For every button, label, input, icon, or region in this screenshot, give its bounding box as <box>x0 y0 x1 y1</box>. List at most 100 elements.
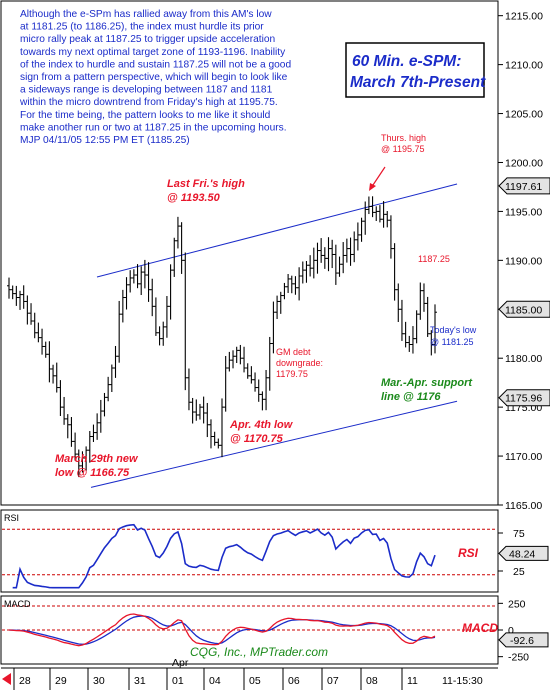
x-day-label: 28 <box>19 675 31 687</box>
price-tick-label: 1180.00 <box>505 353 542 365</box>
price-bar <box>297 267 302 301</box>
price-bar <box>304 261 309 283</box>
price-bar <box>146 262 151 302</box>
channel-lower-line <box>90 400 458 488</box>
price-callout-label: 1197.61 <box>505 181 542 193</box>
price-bar <box>348 237 353 266</box>
price-bar <box>220 398 224 458</box>
price-bar <box>319 238 324 263</box>
price-bar <box>410 326 415 354</box>
price-bar <box>14 285 19 306</box>
x-day-label: 11 <box>407 675 418 687</box>
price-tick-label: 1170.00 <box>505 451 542 463</box>
price-bar <box>142 259 147 289</box>
macd-tick-label: 250 <box>508 598 526 610</box>
price-bar <box>355 222 360 251</box>
price-bar <box>54 362 59 393</box>
price-callout <box>498 177 550 195</box>
price-bar <box>131 269 136 284</box>
price-callout-label: 1175.96 <box>505 393 542 405</box>
price-bar <box>175 216 180 249</box>
scroll-left-icon[interactable] <box>2 673 11 685</box>
price-bar <box>300 261 305 284</box>
macd-signal-line <box>8 615 436 645</box>
price-bar <box>32 312 37 339</box>
x-day-label: 30 <box>93 675 105 687</box>
price-callout-label: 1185.00 <box>505 304 542 316</box>
price-bar <box>238 344 243 365</box>
x-end-label: 11-15:30 <box>442 675 483 687</box>
price-bar <box>388 215 393 259</box>
annotations: Last Fri.'s high @ 1193.50 Thurs. high @ 1… <box>55 133 477 479</box>
rsi-last-callout <box>498 545 549 561</box>
x-day-label: 07 <box>327 675 339 687</box>
channel-upper-line <box>96 183 458 278</box>
price-bar <box>153 297 158 336</box>
x-day-label: 29 <box>55 675 67 687</box>
price-bar <box>87 430 92 463</box>
title-line-2: March 7th-Present <box>350 74 486 91</box>
x-day-label: 05 <box>249 675 261 687</box>
rsi-name-label: RSI <box>458 546 479 560</box>
price-bar <box>363 201 368 235</box>
price-bar <box>359 217 364 242</box>
x-day-label: 08 <box>366 675 378 687</box>
price-bar <box>25 295 30 325</box>
price-bar <box>256 379 261 402</box>
price-bar <box>47 341 52 383</box>
x-day-label: 31 <box>134 675 146 687</box>
price-bar <box>150 278 155 317</box>
price-bar <box>183 252 188 391</box>
x-day-label: 06 <box>288 675 300 687</box>
price-bar <box>396 283 401 322</box>
price-bar <box>216 438 221 449</box>
macd-tick-label: 0 <box>508 625 514 637</box>
price-bar <box>275 295 280 320</box>
watermark: CQG, Inc., MPTrader.com <box>190 645 328 659</box>
rsi-line <box>12 523 436 589</box>
price-bar <box>91 424 96 442</box>
price-bar <box>98 399 103 433</box>
x-month-label: Apr <box>172 657 189 669</box>
arrow-thurs-high-head <box>369 183 376 191</box>
price-callout <box>498 300 550 318</box>
price-bar <box>308 255 313 277</box>
trend-channel <box>90 183 458 488</box>
price-bar <box>433 304 437 354</box>
price-bar <box>197 403 202 420</box>
price-bar <box>267 336 272 391</box>
price-bar <box>76 449 81 478</box>
price-bar <box>289 275 294 294</box>
price-bar <box>190 397 195 424</box>
price-bar <box>414 310 419 344</box>
price-bar <box>58 380 63 416</box>
x-day-label: 04 <box>209 675 221 687</box>
price-bar <box>282 282 287 300</box>
rsi-tick-label: 25 <box>513 566 525 578</box>
price-bar <box>399 299 404 341</box>
price-bar <box>128 270 133 293</box>
price-bar <box>418 282 423 320</box>
x-day-label: 01 <box>172 675 184 687</box>
price-bar <box>135 264 140 289</box>
price-bar <box>80 451 85 473</box>
price-bar <box>311 247 316 279</box>
rsi-panel: 75 25 RSI RSI 48.24 <box>2 513 549 589</box>
price-bar <box>194 399 199 421</box>
price-bar <box>208 419 213 449</box>
price-bar <box>429 330 434 356</box>
price-bar <box>403 321 408 348</box>
price-bar <box>40 328 45 355</box>
price-bar <box>330 239 335 269</box>
price-callout <box>498 389 550 407</box>
price-bar <box>249 366 254 384</box>
price-bar <box>377 205 382 223</box>
price-bar <box>271 301 276 354</box>
price-bar <box>253 372 258 392</box>
annotation-support-line: Mar.-Apr. support line @ 1176 <box>381 377 473 403</box>
price-bar <box>51 364 56 384</box>
price-tick-label: 1165.00 <box>505 500 542 512</box>
price-bar <box>10 285 15 300</box>
price-bar <box>168 264 173 320</box>
